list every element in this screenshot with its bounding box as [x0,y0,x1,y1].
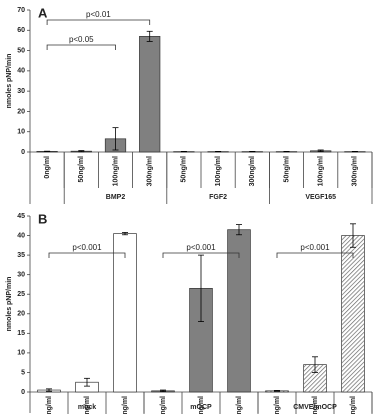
y-tick-label: 5 [21,369,25,376]
x-tick-label: 300ng/ml [147,156,154,186]
y-tick-label: 45 [17,213,25,220]
y-tick-label: 50 [17,47,25,54]
y-tick-label: 25 [17,291,25,298]
y-tick-label: 30 [17,88,25,95]
x-tick-label: 0ng/ml [274,396,281,414]
y-tick-label: 70 [17,7,25,14]
x-tick-label: 100ng/ml [112,156,119,186]
significance-bracket [46,44,116,50]
y-tick-label: 20 [17,108,25,115]
x-tick-label: 50ng/ml [283,156,290,183]
significance-bracket [46,19,151,25]
significance-bracket [276,252,354,258]
significance-bracket [48,252,126,258]
bar [341,235,365,393]
bar [139,36,161,153]
x-tick-label: 0ng/ml [160,396,167,414]
x-tick-label: 300ng/ml [122,396,129,414]
y-tick-label: 40 [17,232,25,239]
significance-label: p<0.001 [72,243,102,252]
panel-label: A [38,5,48,20]
x-tick-label: 300ng/ml [236,396,243,414]
x-tick-label: 50ng/ml [181,156,188,183]
y-tick-label: 10 [17,129,25,136]
x-tick-label: 100ng/ml [215,156,222,186]
group-label: CMVE/mOCP [293,404,337,411]
y-axis-label: nmoles pNP/min [6,277,13,332]
x-tick-label: 300ng/ml [350,396,357,414]
group-label: BMP2 [106,194,126,201]
group-label: mock [78,404,96,411]
x-tick-label: 50ng/ml [78,156,85,183]
x-tick-label: 100ng/ml [312,396,319,414]
significance-label: p<0.001 [300,243,330,252]
x-tick-label: 100ng/ml [198,396,205,414]
y-axis-label: nmoles pNP/min [6,54,13,109]
y-tick-label: 35 [17,252,25,259]
y-tick-label: 0 [21,149,25,156]
group-label: VEGF165 [305,194,336,201]
x-tick-label: 0ng/ml [44,156,51,179]
significance-label: p<0.05 [69,35,94,44]
significance-label: p<0.001 [186,243,216,252]
significance-bracket [162,252,240,258]
x-tick-label: 100ng/ml [318,156,325,186]
group-label: FGF2 [209,194,227,201]
y-tick-label: 30 [17,272,25,279]
group-label: mOCP [190,404,212,411]
y-tick-label: 60 [17,27,25,34]
panel-label: B [38,211,47,226]
x-tick-label: 300ng/ml [352,156,359,186]
y-tick-label: 15 [17,330,25,337]
y-tick-label: 10 [17,350,25,357]
x-tick-label: 100ng/ml [84,396,91,414]
x-tick-label: 300ng/ml [249,156,256,186]
y-tick-label: 0 [21,389,25,396]
y-tick-label: 40 [17,68,25,75]
significance-label: p<0.01 [86,10,111,19]
x-tick-label: 0ng/ml [46,396,53,414]
y-tick-label: 20 [17,311,25,318]
